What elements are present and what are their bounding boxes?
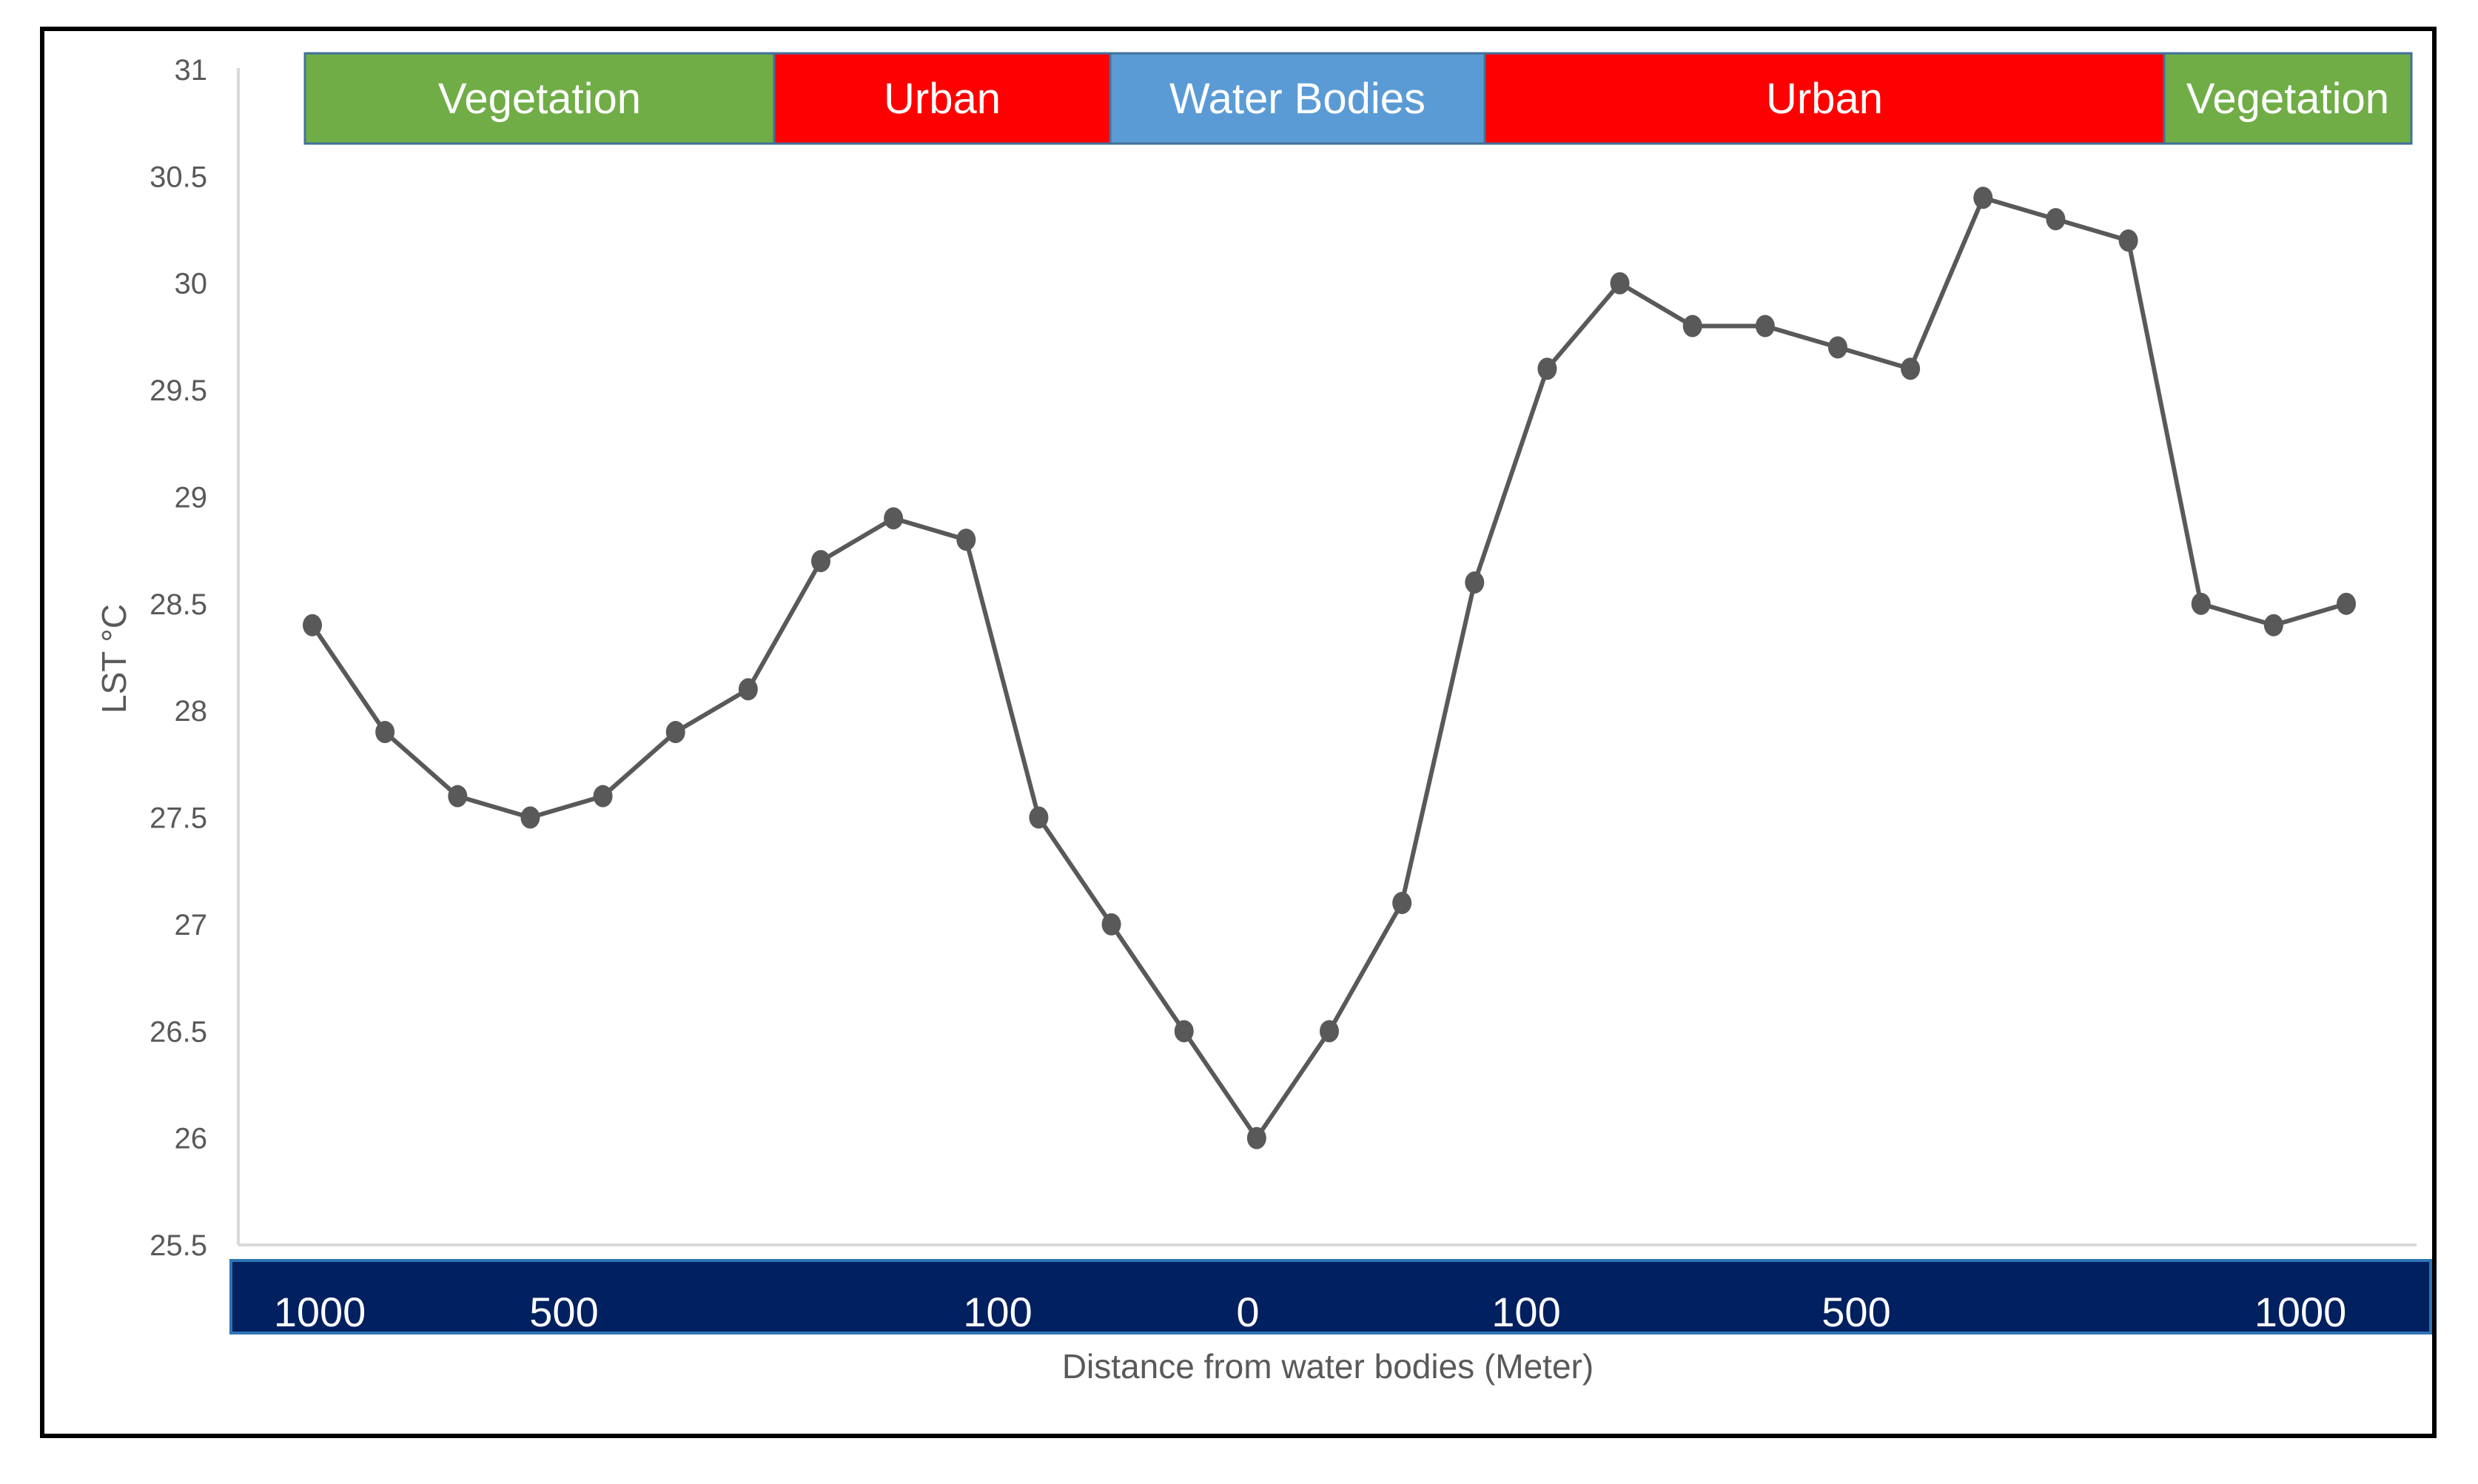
data-point [1246,1127,1266,1149]
data-point [1901,357,1921,380]
data-point [884,507,904,530]
y-tick-label: 30 [175,268,208,301]
landcover-band [1109,52,1486,145]
y-tick-label: 26 [175,1123,208,1155]
landcover-band [2163,52,2413,145]
x-axis-label: Distance from water bodies (Meter) [1062,1347,1594,1386]
landcover-bands: Vegetation Urban Water Bodies Urban Vegetati… [303,52,2413,145]
landcover-band-label: Vegetation [2186,75,2389,123]
data-point [2337,592,2356,615]
distance-label: 100 [963,1289,1032,1335]
data-point [1973,187,1993,209]
distance-bar: 1000 500 100 0 100 500 1000 [229,1259,2432,1335]
data-point [1755,315,1775,338]
distance-label: 0 [1236,1289,1259,1335]
y-tick-label: 28.5 [150,588,207,621]
distance-label: 1000 [2254,1289,2347,1335]
data-point [1682,315,1702,338]
data-point [1465,571,1485,594]
data-point [1320,1020,1339,1043]
data-point [2118,229,2138,252]
data-point [375,721,395,744]
y-tick-label: 31 [175,54,208,87]
y-tick-label: 28 [175,695,208,728]
data-point [2191,592,2211,615]
distance-label: 500 [1821,1289,1890,1335]
series-line [310,195,2347,1141]
distance-label: 1000 [274,1289,366,1335]
landcover-band-label: Urban [1766,75,1883,123]
y-tick-label: 29.5 [150,375,207,407]
chart-frame [40,27,2437,1438]
data-point [1537,357,1557,380]
data-point [665,721,685,744]
data-point [448,785,468,808]
y-tick-labels: 25.5 26 26.5 27 27.5 28 28.5 29 29.5 30 30.5 31 [150,54,207,1262]
data-point [1029,806,1049,829]
axes [237,68,2417,1246]
data-point [520,806,540,829]
distance-bar-background [229,1259,2432,1334]
y-tick-label: 30.5 [150,161,207,193]
landcover-band-label: Water Bodies [1169,75,1426,123]
data-point [1610,272,1630,295]
y-tick-label: 27.5 [150,802,207,835]
landcover-band [773,52,1112,145]
data-point [1828,336,1847,359]
data-point [811,550,830,573]
distance-label: 100 [1491,1289,1560,1335]
y-axis-label: LST °C [95,604,133,714]
distance-label: 500 [529,1289,598,1335]
data-point [956,528,976,551]
data-point [738,678,758,701]
data-point [1174,1020,1194,1043]
data-point [2046,208,2066,231]
data-point [1101,913,1121,936]
data-point [1392,892,1412,915]
landcover-band [303,52,776,145]
landcover-band-label: Urban [884,75,1001,123]
data-point [2263,614,2283,637]
y-tick-label: 26.5 [150,1015,207,1048]
lst-series [303,187,2356,1149]
data-point [303,614,322,637]
y-tick-label: 25.5 [150,1229,207,1262]
y-tick-label: 27 [175,909,208,941]
landcover-band-label: Vegetation [438,75,641,123]
y-tick-label: 29 [175,481,208,514]
data-point [593,785,613,808]
